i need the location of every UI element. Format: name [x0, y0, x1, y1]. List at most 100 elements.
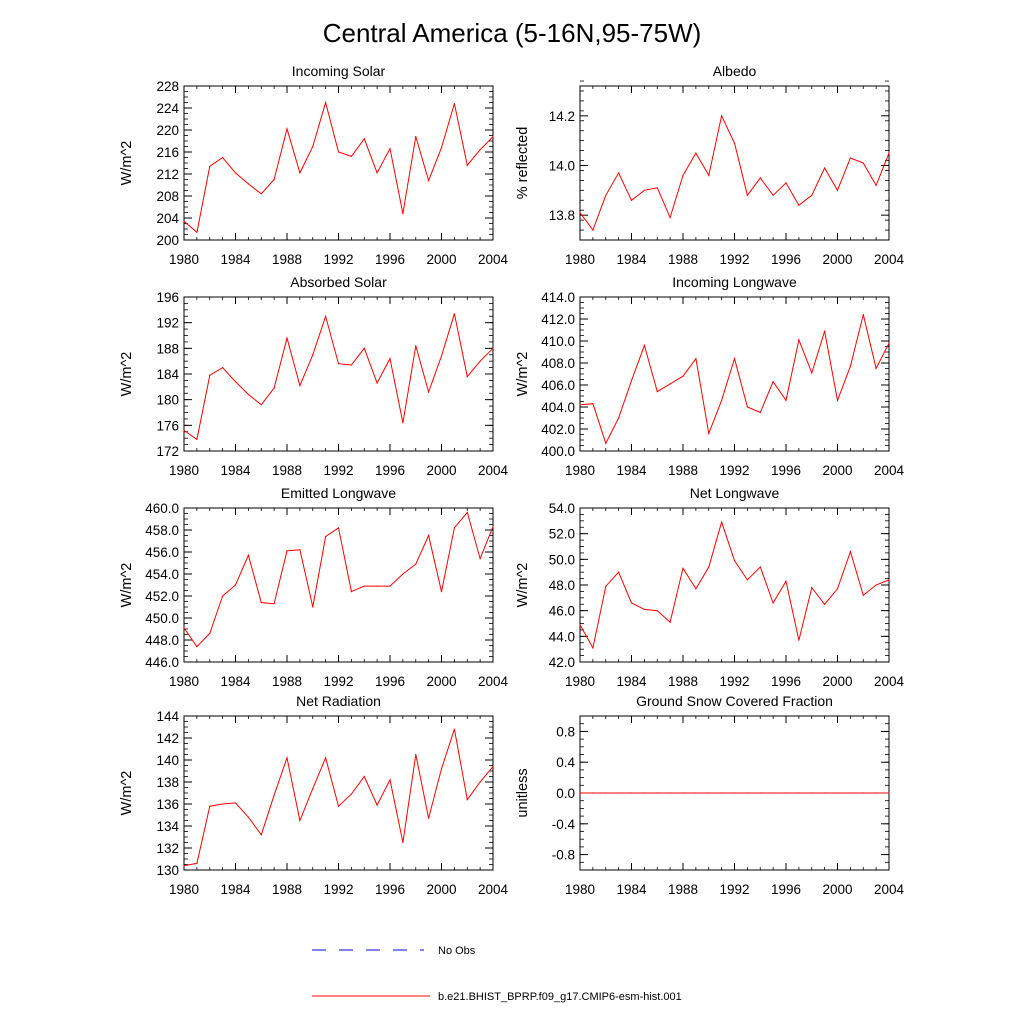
- y-tick-label: 200: [156, 233, 179, 248]
- data-point: [669, 621, 671, 623]
- y-tick-label: 140: [156, 753, 179, 768]
- x-tick-label: 1996: [375, 252, 405, 267]
- data-point: [247, 393, 249, 396]
- series-line: [183, 729, 494, 867]
- data-point: [234, 172, 237, 174]
- data-point: [466, 375, 468, 378]
- data-point: [363, 347, 365, 349]
- x-tick-label: 1992: [323, 882, 353, 897]
- data-point: [312, 354, 314, 356]
- data-point: [605, 792, 607, 794]
- plot-frame: [579, 507, 890, 663]
- data-point: [682, 375, 684, 377]
- data-point: [337, 363, 340, 365]
- series-line: [579, 114, 890, 232]
- data-point: [196, 862, 198, 865]
- data-point: [428, 180, 430, 182]
- data-point: [247, 183, 249, 185]
- data-point: [479, 781, 481, 783]
- data-point: [836, 399, 839, 401]
- data-point: [618, 417, 620, 419]
- series-line: [579, 314, 890, 445]
- data-point: [466, 799, 468, 801]
- y-tick-label: 172: [156, 444, 179, 459]
- data-point: [656, 391, 658, 393]
- data-point: [286, 128, 288, 130]
- data-point: [605, 194, 607, 196]
- data-point: [836, 189, 839, 191]
- data-point: [824, 330, 826, 332]
- y-tick-label: 450.0: [145, 611, 179, 626]
- data-point: [824, 603, 826, 605]
- data-point: [415, 563, 417, 565]
- plot-frame: [183, 85, 494, 241]
- data-point: [798, 639, 800, 641]
- data-point: [183, 865, 185, 867]
- y-axis-label: W/m^2: [515, 352, 531, 397]
- data-point: [772, 194, 774, 196]
- data-point: [592, 647, 594, 649]
- data-point: [234, 381, 237, 383]
- series-line: [183, 313, 494, 441]
- y-axis-label: W/m^2: [119, 563, 135, 608]
- data-point: [440, 591, 443, 593]
- data-point: [389, 779, 391, 781]
- data-point: [222, 156, 224, 159]
- x-tick-label: 2004: [478, 882, 509, 897]
- y-axis-label: W/m^2: [119, 141, 135, 186]
- data-point: [312, 606, 314, 608]
- x-tick-label: 1992: [323, 252, 353, 267]
- panel-4: Incoming Longwave W/m^2 1980 1984 1988 1992 19…: [515, 274, 905, 478]
- x-tick-label: 1992: [323, 463, 353, 478]
- y-tick-label: 412.0: [541, 312, 575, 327]
- data-point: [643, 344, 645, 346]
- data-point: [630, 380, 633, 382]
- data-point: [888, 342, 890, 344]
- data-point: [875, 184, 877, 186]
- data-point: [466, 511, 468, 513]
- panel-title: Emitted Longwave: [281, 485, 396, 501]
- data-point: [428, 391, 430, 393]
- data-point: [811, 586, 813, 589]
- figure-title: Central America (5-16N,95-75W): [323, 18, 702, 48]
- y-tick-label: 406.0: [541, 378, 575, 393]
- data-point: [656, 610, 658, 612]
- data-point: [234, 802, 237, 804]
- data-point: [299, 384, 301, 387]
- y-tick-label: 54.0: [549, 501, 575, 516]
- x-tick-label: 1988: [272, 674, 302, 689]
- data-point: [746, 194, 748, 196]
- data-point: [695, 152, 697, 154]
- x-tick-label: 1996: [771, 674, 801, 689]
- x-tick-label: 2000: [822, 252, 852, 267]
- data-point: [325, 757, 327, 759]
- data-point: [811, 194, 813, 196]
- data-point: [695, 588, 697, 590]
- data-point: [824, 792, 826, 794]
- data-point: [733, 142, 736, 144]
- data-point: [605, 585, 607, 587]
- data-point: [772, 381, 774, 383]
- y-tick-label: 454.0: [145, 567, 179, 582]
- data-point: [618, 571, 620, 573]
- x-tick-label: 1980: [169, 882, 199, 897]
- y-tick-label: 134: [156, 819, 179, 834]
- data-point: [350, 155, 352, 157]
- x-tick-label: 1988: [668, 463, 698, 478]
- data-point: [695, 358, 697, 360]
- y-tick-label: 0.0: [556, 786, 575, 801]
- data-point: [643, 792, 645, 794]
- y-axis-label: W/m^2: [119, 352, 135, 397]
- panel-title: Net Radiation: [296, 693, 381, 709]
- x-tick-label: 1996: [375, 674, 405, 689]
- y-tick-label: 402.0: [541, 422, 575, 437]
- data-point: [849, 157, 851, 159]
- data-point: [415, 136, 417, 138]
- data-point: [759, 566, 761, 568]
- data-point: [888, 792, 890, 794]
- x-tick-label: 1992: [323, 674, 353, 689]
- data-point: [479, 558, 481, 560]
- x-tick-label: 1992: [719, 252, 749, 267]
- data-point: [183, 627, 185, 629]
- data-point: [862, 314, 864, 316]
